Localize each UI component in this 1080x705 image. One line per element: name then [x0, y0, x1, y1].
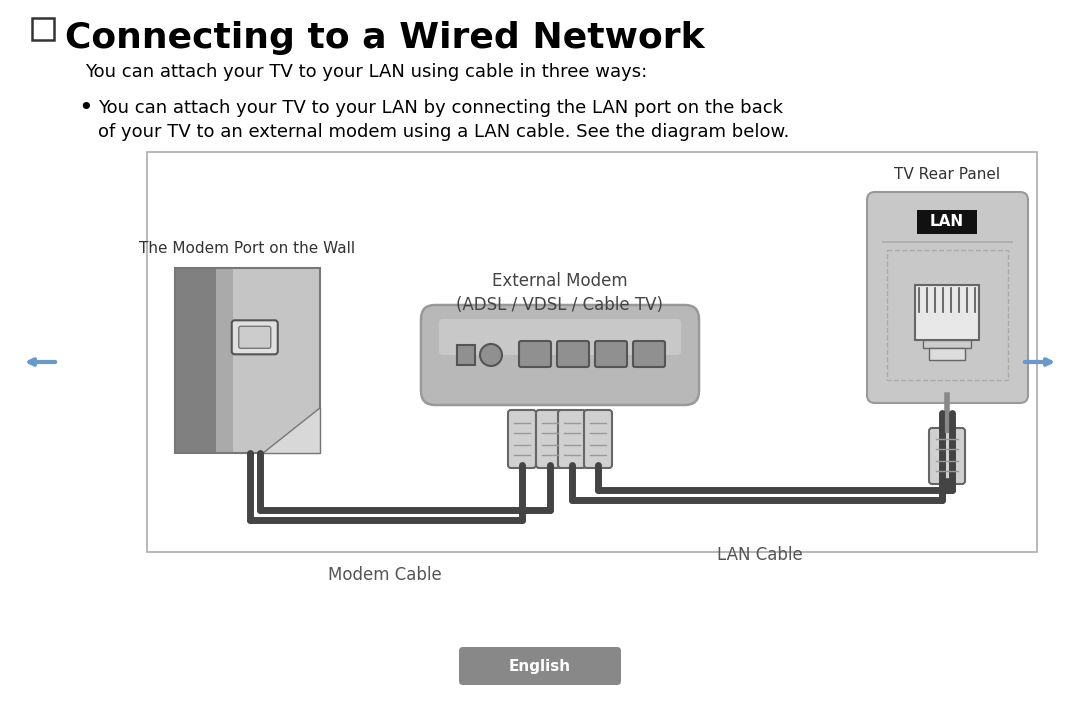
FancyBboxPatch shape	[438, 319, 681, 355]
Text: LAN: LAN	[930, 214, 964, 230]
Bar	[923, 340, 971, 348]
Text: TV Rear Panel: TV Rear Panel	[894, 167, 1000, 182]
FancyBboxPatch shape	[557, 341, 589, 367]
FancyBboxPatch shape	[595, 341, 627, 367]
Bar	[917, 210, 977, 234]
Bar	[929, 348, 966, 360]
Text: The Modem Port on the Wall: The Modem Port on the Wall	[139, 241, 355, 256]
FancyBboxPatch shape	[915, 285, 978, 340]
FancyBboxPatch shape	[239, 326, 271, 348]
FancyBboxPatch shape	[508, 410, 536, 468]
Text: LAN Cable: LAN Cable	[717, 546, 802, 564]
Bar	[175, 268, 320, 453]
Text: Connecting to a Wired Network: Connecting to a Wired Network	[65, 21, 704, 55]
Bar	[32, 18, 54, 40]
Text: of your TV to an external modem using a LAN cable. See the diagram below.: of your TV to an external modem using a …	[98, 123, 789, 141]
FancyBboxPatch shape	[459, 647, 621, 685]
Bar	[175, 268, 216, 453]
FancyBboxPatch shape	[558, 410, 586, 468]
Bar	[216, 268, 233, 453]
Bar	[457, 345, 475, 365]
Text: Modem Cable: Modem Cable	[328, 566, 442, 584]
Circle shape	[480, 344, 502, 366]
FancyBboxPatch shape	[536, 410, 564, 468]
Bar	[887, 250, 1008, 380]
Text: You can attach your TV to your LAN by connecting the LAN port on the back: You can attach your TV to your LAN by co…	[98, 99, 783, 117]
Bar	[175, 268, 320, 453]
Text: (ADSL / VDSL / Cable TV): (ADSL / VDSL / Cable TV)	[457, 296, 663, 314]
Text: You can attach your TV to your LAN using cable in three ways:: You can attach your TV to your LAN using…	[85, 63, 647, 81]
FancyBboxPatch shape	[519, 341, 551, 367]
Text: •: •	[78, 96, 93, 120]
FancyBboxPatch shape	[633, 341, 665, 367]
FancyBboxPatch shape	[421, 305, 699, 405]
Bar	[147, 152, 1037, 552]
Text: English: English	[509, 658, 571, 673]
FancyBboxPatch shape	[929, 428, 966, 484]
Polygon shape	[262, 407, 320, 453]
FancyBboxPatch shape	[584, 410, 612, 468]
Text: External Modem: External Modem	[492, 272, 627, 290]
FancyBboxPatch shape	[232, 320, 278, 355]
FancyBboxPatch shape	[867, 192, 1028, 403]
